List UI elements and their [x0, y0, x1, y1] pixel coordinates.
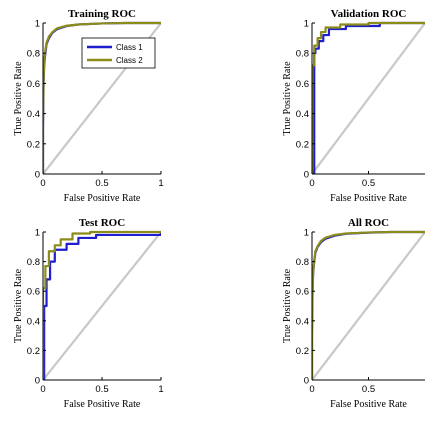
- y-tick-label: 0.4: [296, 109, 309, 120]
- x-tick-label: 0.5: [362, 384, 375, 395]
- y-tick-label: 1: [304, 228, 309, 239]
- diagonal-reference-line: [43, 231, 161, 380]
- roc-panel-3: 0 0.5 1 0 0.2 0.4 0.6 0.8 1 Test ROC False Positiv…: [13, 217, 164, 410]
- series-line-class-2: [312, 21, 425, 174]
- y-tick-label: 0.6: [27, 79, 40, 90]
- y-tick-label: 0.6: [27, 287, 40, 298]
- y-tick-label: 0.4: [27, 316, 40, 327]
- x-tick-label: 0: [309, 178, 314, 189]
- y-tick-label: 0: [35, 376, 40, 387]
- series-line-class-2: [312, 230, 425, 380]
- x-axis-label: False Positive Rate: [64, 193, 141, 204]
- legend-label: Class 2: [116, 56, 143, 65]
- y-tick-label: 0.8: [296, 49, 309, 60]
- y-tick-label: 0.2: [296, 346, 309, 357]
- y-tick-label: 0.6: [296, 79, 309, 90]
- y-tick-label: 0.2: [27, 346, 40, 357]
- y-tick-label: 0.2: [27, 139, 40, 150]
- x-tick-label: 1: [158, 384, 163, 395]
- roc-panel-2: 0 0.5 0 0.2 0.4 0.6 0.8 1 Validation ROC False Po…: [282, 8, 425, 204]
- x-axis-label: False Positive Rate: [330, 399, 407, 410]
- y-tick-label: 0.8: [27, 257, 40, 268]
- y-tick-label: 0.6: [296, 287, 309, 298]
- series-line-class-2: [43, 230, 161, 380]
- x-tick-label: 0: [309, 384, 314, 395]
- y-tick-label: 0.2: [296, 139, 309, 150]
- legend-box: [81, 37, 156, 69]
- y-tick-label: 0.4: [27, 109, 40, 120]
- y-axis-label: True Positive Rate: [13, 61, 24, 136]
- y-tick-label: 0: [35, 170, 40, 181]
- chart-title: Validation ROC: [331, 8, 407, 20]
- y-tick-label: 0: [304, 376, 309, 387]
- y-axis-label: True Positive Rate: [13, 268, 24, 343]
- diagonal-reference-line: [312, 231, 425, 380]
- y-tick-label: 0.4: [296, 316, 309, 327]
- roc-panel-1: 0 0.5 1 0 0.2 0.4 0.6 0.8 1 Training ROC False Pos…: [13, 8, 164, 204]
- legend: Class 1 Class 2: [81, 37, 156, 69]
- chart-title: All ROC: [348, 217, 389, 229]
- legend-label: Class 1: [116, 43, 143, 52]
- y-tick-label: 1: [35, 228, 40, 239]
- y-tick-label: 1: [35, 19, 40, 30]
- diagonal-reference-line: [312, 22, 425, 174]
- x-tick-label: 0.5: [95, 384, 108, 395]
- y-tick-label: 0.8: [27, 49, 40, 60]
- y-tick-label: 0: [304, 170, 309, 181]
- x-tick-label: 0: [40, 178, 45, 189]
- x-tick-label: 0.5: [362, 178, 375, 189]
- x-axis-label: False Positive Rate: [64, 399, 141, 410]
- y-tick-label: 1: [304, 19, 309, 30]
- chart-title: Test ROC: [79, 217, 125, 229]
- roc-panel-4: 0 0.5 0 0.2 0.4 0.6 0.8 1 All ROC False Positive …: [282, 217, 425, 410]
- x-tick-label: 0.5: [95, 178, 108, 189]
- chart-title: Training ROC: [68, 8, 136, 20]
- x-tick-label: 0: [40, 384, 45, 395]
- x-axis-label: False Positive Rate: [330, 193, 407, 204]
- x-tick-label: 1: [158, 178, 163, 189]
- y-axis-label: True Positive Rate: [282, 61, 293, 136]
- y-tick-label: 0.8: [296, 257, 309, 268]
- y-axis-label: True Positive Rate: [282, 268, 293, 343]
- series-line-class-2: [43, 21, 161, 174]
